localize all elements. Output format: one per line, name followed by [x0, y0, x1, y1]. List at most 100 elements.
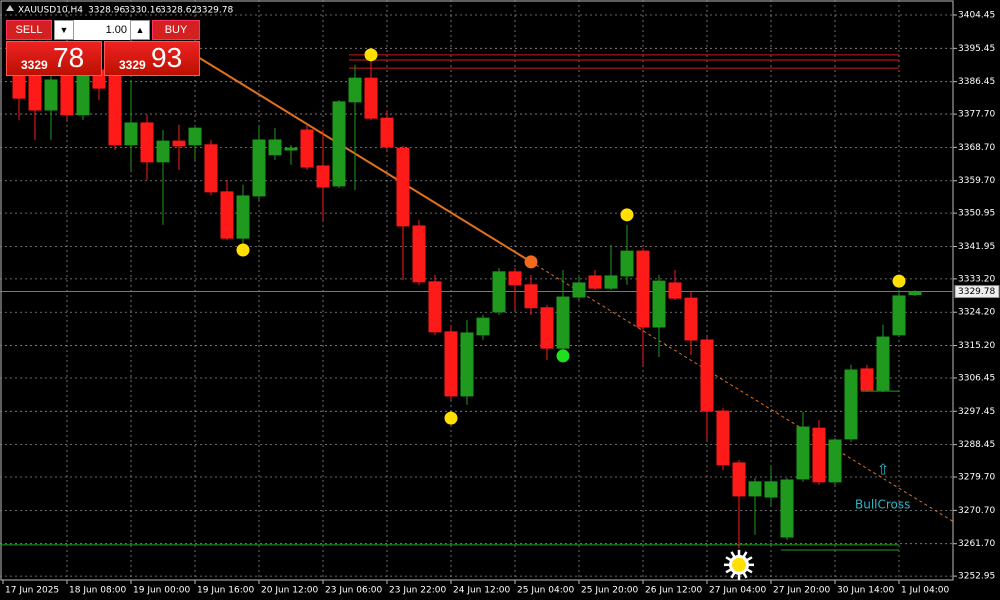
y-tick-label: 3404.45 [958, 11, 995, 21]
x-tick-label: 1 Jul 04:00 [901, 586, 950, 596]
annotation-text: BullCross [855, 498, 910, 512]
x-tick-label: 27 Jun 04:00 [709, 586, 766, 596]
y-tick-label: 3377.70 [958, 110, 995, 120]
sun-ray [746, 568, 753, 574]
bid-box[interactable]: 3329 78 [6, 41, 102, 76]
signal-marker [892, 274, 906, 288]
candle-body [844, 369, 858, 440]
candle-body [732, 462, 746, 497]
trade-panel: SELL ▼ 1.00 ▲ BUY 3329 78 3329 93 [6, 20, 200, 76]
candle-body [380, 117, 394, 148]
y-tick-label: 3368.70 [958, 143, 995, 153]
candle-body [412, 225, 426, 283]
candle-body [668, 282, 682, 299]
candle-body [492, 271, 506, 313]
sun-ray [742, 551, 748, 558]
ohlc-close: 3329.78 [196, 6, 233, 16]
lot-up[interactable]: ▲ [130, 20, 150, 40]
candle-body [508, 271, 522, 286]
x-tick-label: 19 Jun 00:00 [133, 586, 190, 596]
y-tick-label: 3350.95 [958, 209, 995, 219]
candle-body [268, 139, 282, 156]
candle-body [524, 284, 538, 309]
candle-body [780, 479, 794, 538]
y-tick-label: 3270.70 [958, 506, 995, 516]
sun-ray [725, 568, 732, 574]
ohlc-open: 3328.96 [88, 6, 125, 16]
candle-body [444, 331, 458, 397]
candle-body [428, 281, 442, 333]
candle-body [748, 481, 762, 497]
x-tick-label: 27 Jun 20:00 [773, 586, 830, 596]
candle-body [796, 426, 810, 480]
candle-body [460, 332, 474, 397]
candle-body [908, 291, 922, 296]
current-price-label: 3329.78 [958, 287, 995, 297]
candle-body [636, 250, 650, 328]
y-tick-label: 3315.20 [958, 341, 995, 351]
x-tick-label: 30 Jun 14:00 [837, 586, 894, 596]
candle-body [604, 275, 618, 289]
x-tick-label: 17 Jun 2025 [5, 586, 59, 596]
candle-body [300, 129, 314, 168]
candle-body [44, 79, 58, 111]
sun-ray [730, 571, 736, 579]
x-tick-label: 23 Jun 22:00 [389, 586, 446, 596]
y-tick-label: 3395.45 [958, 44, 995, 54]
ask-big: 3329 [119, 58, 146, 72]
y-tick-label: 3252.95 [958, 572, 995, 582]
candle-body [284, 147, 298, 151]
y-tick-label: 3386.45 [958, 77, 995, 87]
candle-body [652, 280, 666, 328]
candle-body [124, 122, 138, 146]
x-tick-label: 25 Jun 20:00 [581, 586, 638, 596]
trendline [199, 57, 532, 263]
candle-body [572, 282, 586, 298]
ask-small: 93 [151, 42, 183, 73]
candle-body [364, 77, 378, 119]
lot-down[interactable]: ▼ [54, 20, 74, 40]
buy-button[interactable]: BUY [152, 20, 200, 40]
y-tick-label: 3297.45 [958, 407, 995, 417]
sell-button[interactable]: SELL [6, 20, 52, 40]
lot-input[interactable]: 1.00 [74, 20, 130, 40]
plot-frame [0, 0, 954, 581]
candle-body [828, 439, 842, 483]
signal-marker [556, 349, 570, 363]
candle-body [764, 481, 778, 498]
sun-marker [724, 549, 754, 580]
candle-body [76, 69, 90, 116]
candle-body [892, 295, 906, 336]
candle-body [220, 191, 234, 239]
symbol-icon [6, 5, 14, 11]
x-tick-label: 19 Jun 16:00 [197, 586, 254, 596]
candle-body [716, 410, 730, 466]
sun-core [732, 557, 746, 572]
bid-small: 78 [53, 42, 85, 73]
candle-body [28, 74, 42, 111]
y-tick-label: 3279.70 [958, 473, 995, 483]
ask-box[interactable]: 3329 93 [104, 41, 200, 76]
candle-body [316, 165, 330, 188]
candle-body [172, 140, 186, 147]
candle-body [332, 101, 346, 187]
signal-marker [364, 48, 378, 62]
y-tick-label: 3261.70 [958, 539, 995, 549]
signal-marker [620, 208, 634, 222]
ohlc-high: 3330.16 [124, 6, 161, 16]
x-tick-label: 26 Jun 12:00 [645, 586, 702, 596]
y-tick-label: 3359.70 [958, 176, 995, 186]
x-tick-label: 25 Jun 04:00 [517, 586, 574, 596]
candle-body [476, 317, 490, 336]
sun-ray [746, 556, 753, 562]
x-tick-label: 24 Jun 12:00 [453, 586, 510, 596]
candle-body [252, 139, 266, 197]
sun-ray [742, 571, 748, 579]
candle-body [556, 296, 570, 349]
y-tick-label: 3333.20 [958, 274, 995, 284]
candle-body [396, 147, 410, 227]
signal-marker [236, 243, 250, 257]
x-tick-label: 18 Jun 08:00 [69, 586, 126, 596]
